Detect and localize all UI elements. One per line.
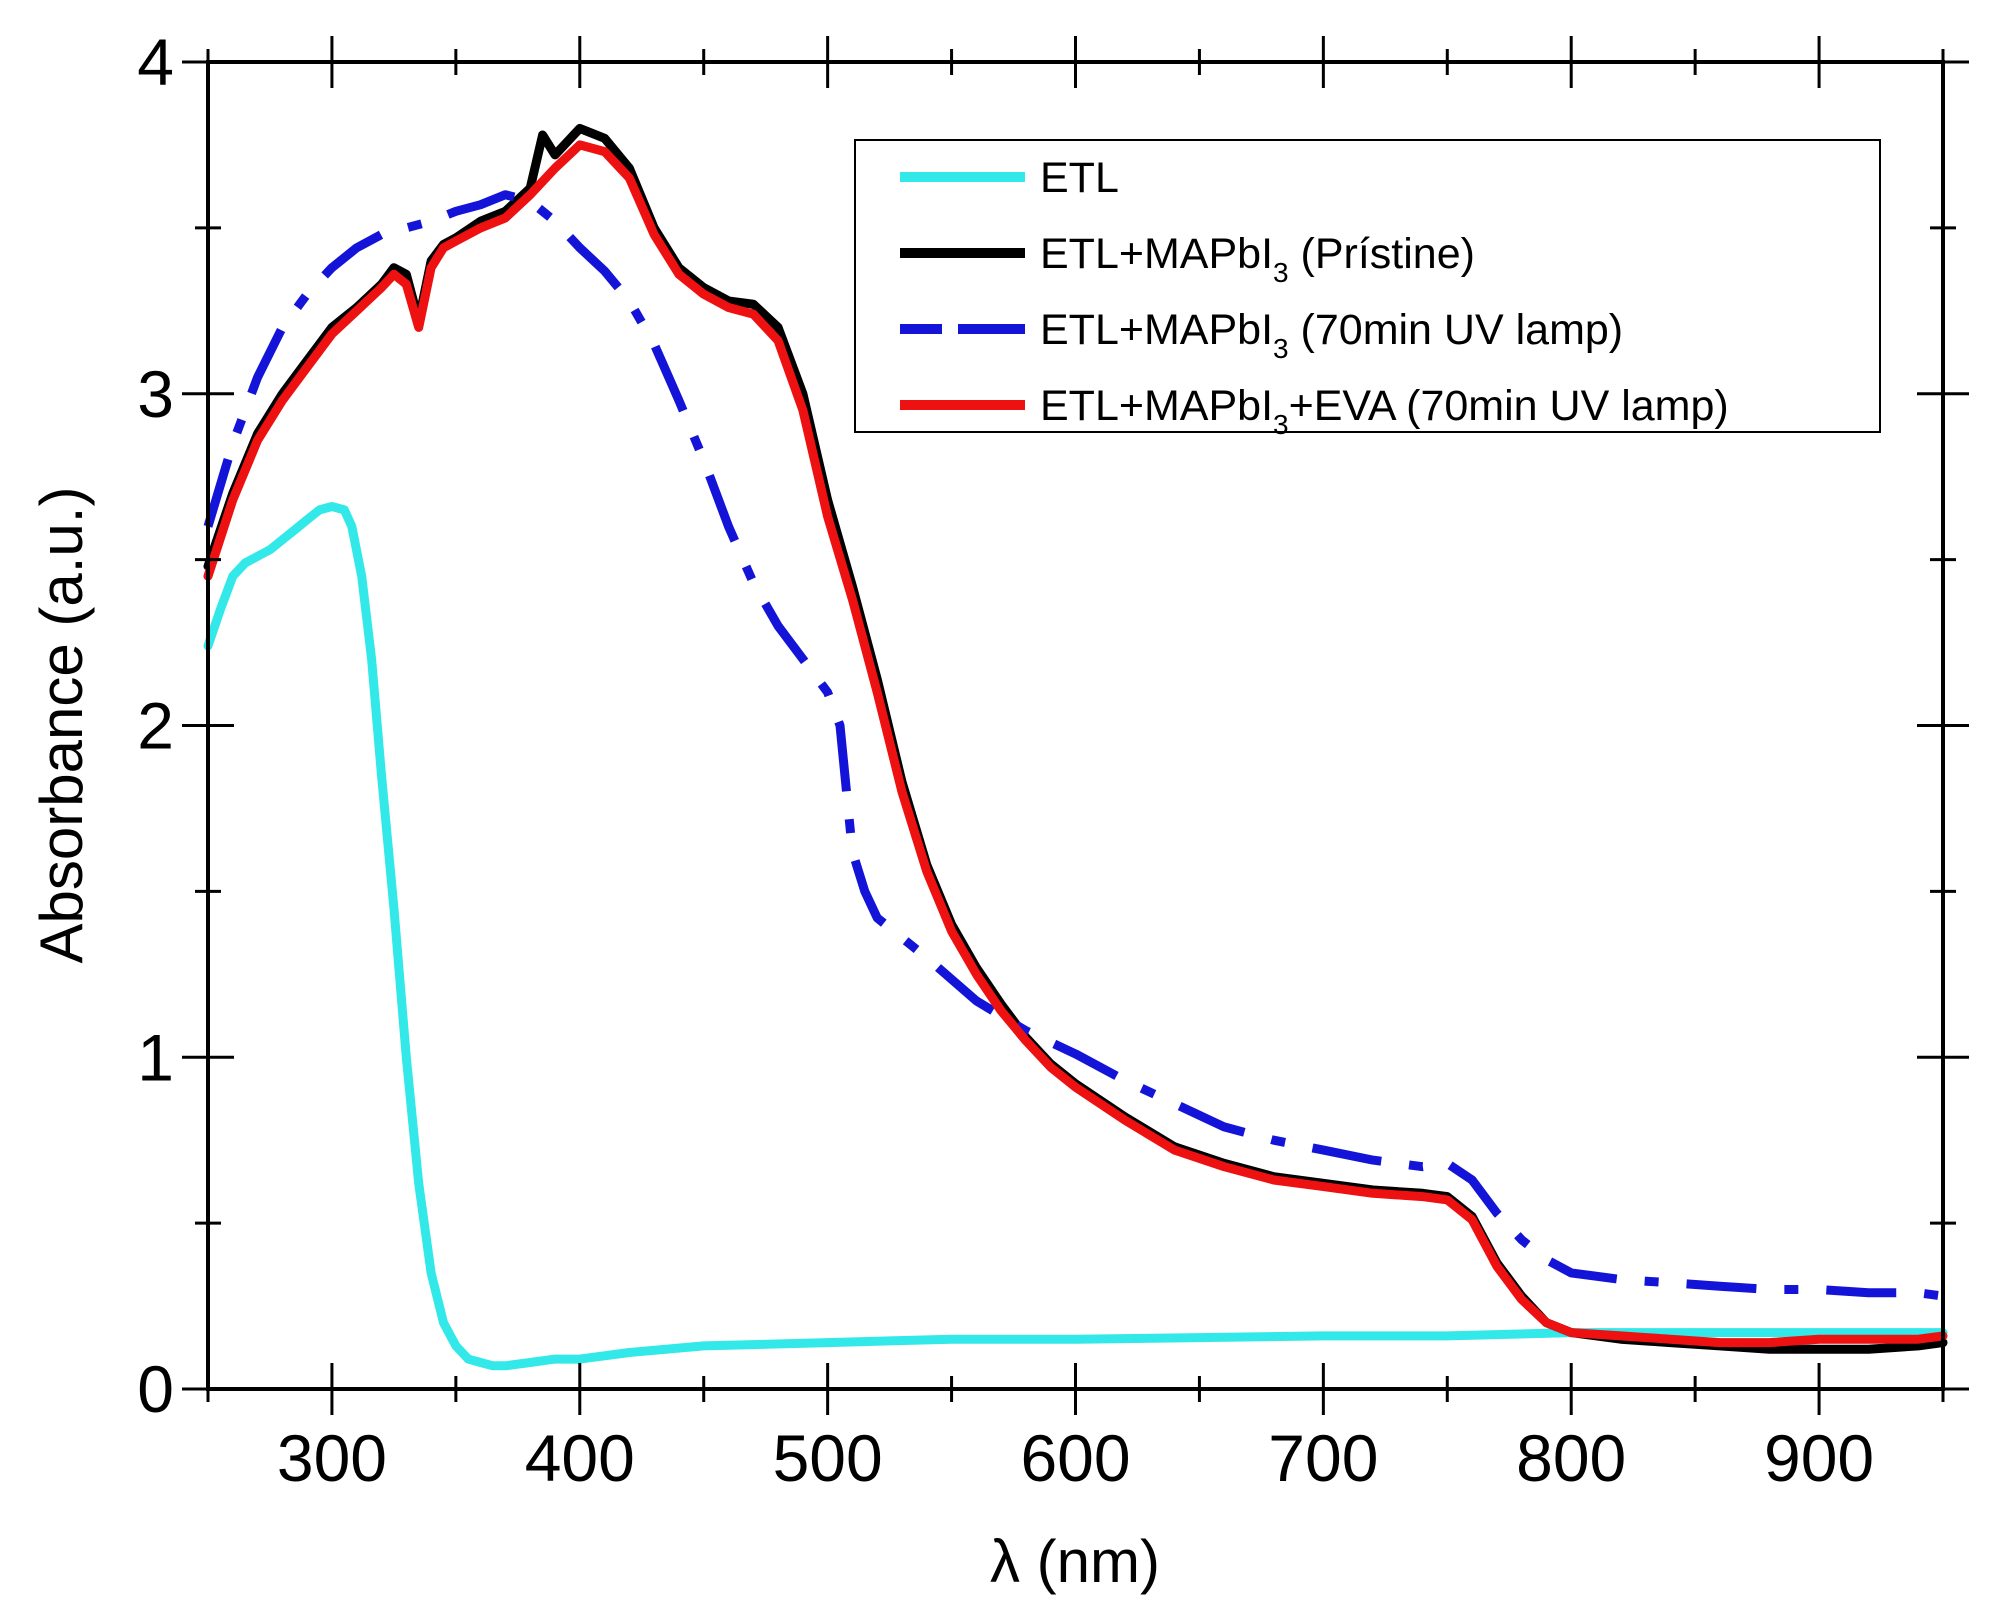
y-axis-title: Absorbance (a.u.) [28, 487, 95, 964]
x-tick-label: 800 [1516, 1421, 1626, 1495]
y-tick-label: 3 [137, 357, 174, 431]
legend-label-3: ETL+MAPbI3 (70min UV lamp) [1040, 306, 1623, 364]
series-line-1 [203, 502, 1948, 1371]
legend-label-4: ETL+MAPbI3+EVA (70min UV lamp) [1040, 382, 1729, 440]
series-layer [203, 123, 1948, 1371]
legend-items: ETL ETL+MAPbI3 (Prístine) ETL+MAPbI3 (70mi… [900, 154, 1729, 440]
series-line-3 [203, 190, 1944, 1301]
series-line-4 [203, 140, 1948, 1348]
y-tick-label: 1 [137, 1020, 174, 1094]
x-tick-label: 300 [277, 1421, 387, 1495]
y-tick-label: 0 [137, 1352, 174, 1426]
legend-label-2: ETL+MAPbI3 (Prístine) [1040, 230, 1475, 288]
legend-label-1: ETL [1040, 154, 1119, 202]
legend-box [854, 139, 1881, 433]
y-tick-label: 2 [137, 689, 174, 763]
x-tick-label: 500 [773, 1421, 883, 1495]
y-tick-label: 4 [137, 25, 174, 99]
legend: ETL ETL+MAPbI3 (Prístine) ETL+MAPbI3 (70mi… [854, 139, 1881, 440]
x-tick-label: 400 [525, 1421, 635, 1495]
x-axis-title: λ (nm) [990, 1528, 1160, 1595]
x-tick-label: 700 [1268, 1421, 1378, 1495]
ticks-layer [182, 36, 1969, 1415]
x-tick-label: 600 [1020, 1421, 1130, 1495]
tick-labels: 300 400 500 600 700 800 900 0 1 2 3 4 [137, 25, 1874, 1495]
x-tick-label: 900 [1764, 1421, 1874, 1495]
